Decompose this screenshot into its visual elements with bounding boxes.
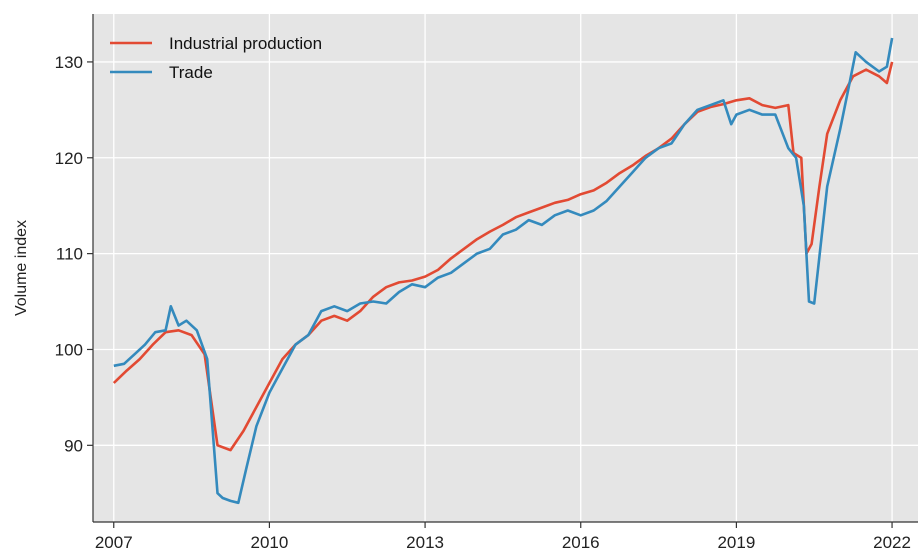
x-tick-label: 2016	[562, 533, 600, 552]
x-tick-label: 2013	[406, 533, 444, 552]
legend-label-trade: Trade	[169, 63, 213, 82]
y-tick-label: 110	[56, 245, 83, 264]
plot-area	[93, 14, 918, 522]
series-line-trade	[113, 37, 894, 505]
y-axis-title: Volume index	[13, 220, 30, 316]
legend-label-industrial-production: Industrial production	[169, 34, 322, 53]
x-tick-label: 2019	[717, 533, 755, 552]
y-tick-label: 100	[55, 340, 83, 359]
x-tick-label: 2022	[873, 533, 911, 552]
series-layer	[112, 37, 894, 505]
axes: 2007 2010 2013 2016 2019 2022 90 100 110 120 130	[55, 14, 918, 552]
grid	[93, 14, 918, 522]
x-tick-label: 2007	[95, 533, 133, 552]
y-tick-label: 120	[55, 149, 83, 168]
legend: Industrial production Trade	[110, 34, 322, 82]
series-line-industrial-production	[112, 61, 894, 452]
y-tick-label: 90	[64, 436, 83, 455]
y-tick-label: 130	[55, 53, 83, 72]
x-tick-label: 2010	[251, 533, 289, 552]
